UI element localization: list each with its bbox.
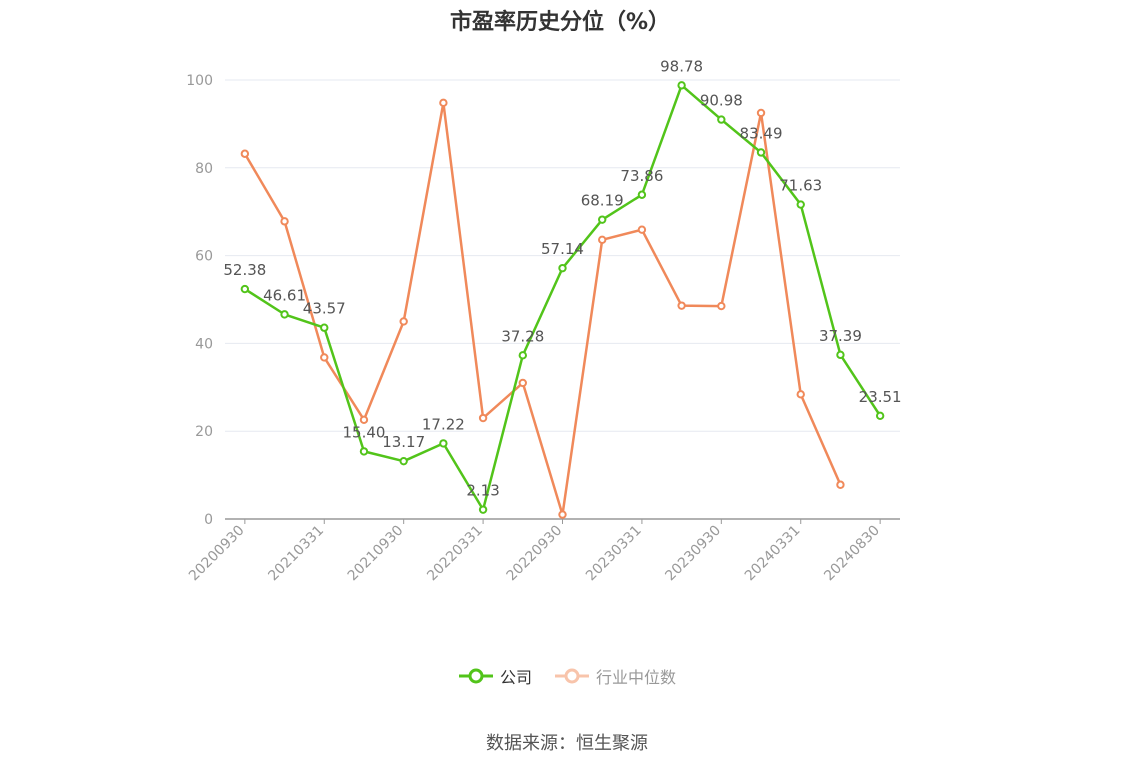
- chart-title: 市盈率历史分位（%）: [449, 10, 671, 35]
- legend-company-label: 公司: [499, 668, 532, 687]
- legend-item-company[interactable]: 公司: [458, 664, 532, 688]
- y-tick-label: 100: [186, 73, 213, 89]
- data-point-industry: [359, 415, 369, 424]
- data-point-industry: [796, 390, 805, 399]
- data-label-company: 37.28: [501, 327, 544, 345]
- data-point-company: [717, 115, 726, 124]
- data-point-industry: [478, 413, 488, 423]
- data-label-company: 23.51: [859, 388, 902, 406]
- data-point-company: [796, 200, 805, 209]
- legend: 公司 行业中位数: [0, 664, 1134, 688]
- data-point-company: [399, 456, 408, 466]
- data-label-company: 71.63: [779, 177, 822, 195]
- y-tick-label: 60: [195, 249, 213, 265]
- data-label-company: 2.13: [466, 482, 499, 500]
- data-label-company: 73.86: [620, 167, 663, 185]
- data-point-industry: [280, 217, 289, 226]
- source-note: 数据来源：恒生聚源: [486, 733, 648, 754]
- data-point-company: [637, 190, 647, 199]
- series-line-company: [244, 84, 882, 511]
- data-label-company: 43.57: [303, 300, 346, 318]
- data-point-company: [756, 148, 766, 157]
- x-tick-label: 20240830: [821, 523, 883, 585]
- data-point-company: [439, 439, 448, 448]
- data-point-industry: [598, 235, 607, 244]
- data-label-company: 37.39: [819, 327, 862, 345]
- data-point-company: [875, 411, 885, 420]
- data-label-company: 52.38: [223, 261, 266, 279]
- data-point-company: [598, 215, 607, 224]
- data-point-company: [478, 505, 488, 514]
- x-tick-label: 20210930: [345, 523, 407, 585]
- data-label-company: 17.22: [422, 415, 465, 433]
- data-point-industry: [836, 480, 845, 489]
- x-tick-label: 20230331: [583, 523, 645, 585]
- legend-company-marker-icon: [458, 668, 493, 684]
- x-tick-label: 20220331: [424, 523, 486, 585]
- data-label-company: 98.78: [660, 57, 703, 75]
- data-point-industry: [518, 378, 527, 388]
- data-point-company: [240, 284, 250, 294]
- x-tick-label: 20240331: [742, 523, 804, 585]
- data-point-company: [280, 310, 289, 319]
- data-point-company: [836, 350, 845, 360]
- data-label-company: 83.49: [740, 124, 783, 142]
- y-tick-label: 40: [195, 336, 213, 352]
- data-point-industry: [756, 108, 766, 118]
- data-label-company: 46.61: [263, 286, 306, 304]
- data-label-company: 15.40: [342, 423, 385, 441]
- data-point-industry: [399, 317, 408, 326]
- data-point-industry: [439, 98, 448, 108]
- data-point-industry: [240, 149, 250, 158]
- data-point-industry: [637, 225, 647, 234]
- data-point-company: [518, 351, 527, 360]
- x-tick-label: 20230930: [662, 523, 724, 585]
- legend-industry-marker-icon: [555, 668, 589, 684]
- data-point-company: [359, 447, 369, 456]
- data-point-company: [677, 81, 686, 90]
- data-label-company: 90.98: [700, 92, 743, 110]
- legend-industry-label: 行业中位数: [596, 668, 677, 687]
- y-tick-label: 20: [195, 424, 213, 440]
- data-point-industry: [717, 301, 726, 311]
- data-point-company: [320, 323, 329, 332]
- y-tick-label: 80: [195, 161, 213, 177]
- data-label-company: 13.17: [382, 433, 425, 451]
- data-label-company: 68.19: [581, 192, 624, 210]
- x-tick-label: 20200930: [186, 523, 248, 585]
- data-point-company: [558, 263, 567, 273]
- data-point-industry: [677, 301, 686, 310]
- legend-item-industry[interactable]: 行业中位数: [554, 664, 676, 688]
- x-tick-label: 20210331: [265, 523, 327, 585]
- x-tick-label: 20220930: [504, 523, 566, 585]
- data-point-industry: [320, 353, 329, 362]
- data-point-industry: [558, 510, 567, 519]
- data-label-company: 57.14: [541, 240, 584, 258]
- y-tick-label: 0: [204, 512, 213, 528]
